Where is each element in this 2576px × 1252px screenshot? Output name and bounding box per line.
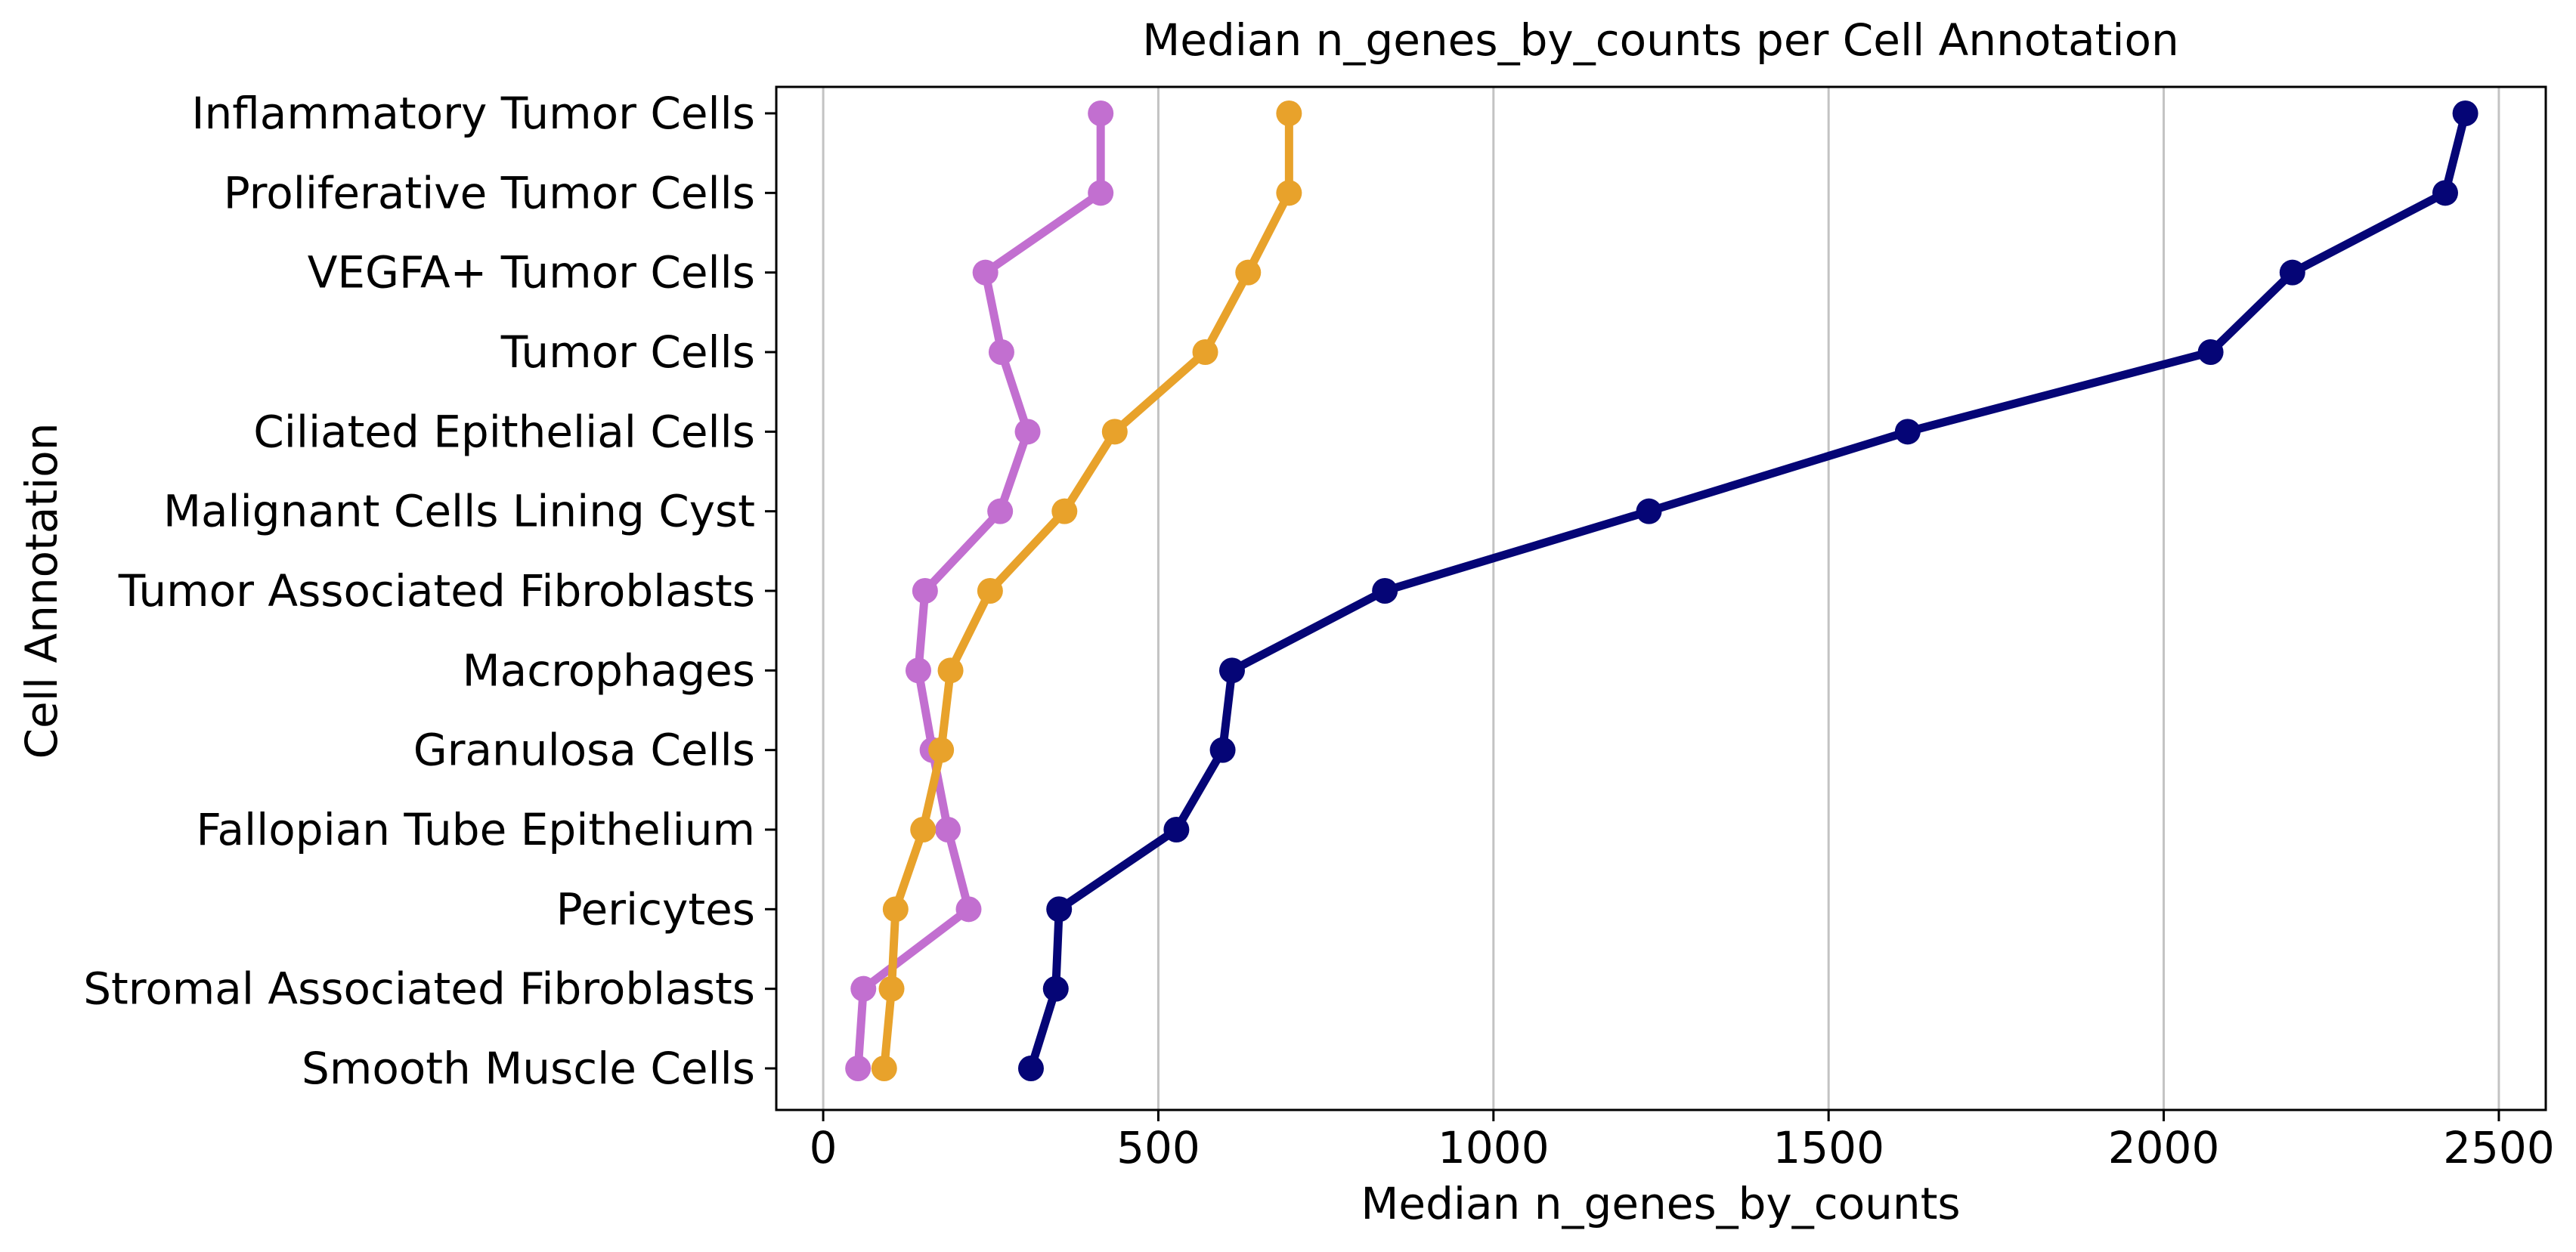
y-tick-label: Tumor Associated Fibroblasts [118, 565, 755, 617]
data-point [977, 578, 1003, 604]
data-point [1372, 578, 1398, 604]
data-point [1163, 817, 1190, 842]
series-line [1026, 109, 2470, 1073]
x-ticks: 0 500 1000 1500 2000 2500 [810, 1110, 2555, 1173]
gridlines [822, 87, 2500, 1110]
data-point [845, 1056, 872, 1081]
y-tick-label: Pericytes [556, 883, 755, 935]
data-point [2452, 100, 2478, 126]
chart-title: Median n_genes_by_counts per Cell Annota… [1142, 14, 2178, 66]
y-tick-label: VEGFA+ Tumor Cells [308, 247, 755, 298]
data-point [988, 339, 1014, 365]
data-point [955, 896, 982, 923]
data-point [878, 975, 905, 1002]
y-tick-label: Stromal Associated Fibroblasts [83, 963, 755, 1015]
series-layer [845, 100, 2478, 1081]
data-point [987, 498, 1014, 524]
data-point [1014, 419, 1041, 445]
data-point [1088, 100, 1114, 126]
data-point [1088, 180, 1114, 206]
y-tick-label: Proliferative Tumor Cells [224, 167, 755, 218]
data-point [1051, 498, 1078, 524]
data-point [1192, 339, 1218, 365]
data-point [1046, 896, 1073, 923]
data-point [935, 817, 961, 842]
data-point [1218, 657, 1245, 684]
plot-frame [775, 85, 2547, 1111]
data-point [972, 259, 999, 286]
data-point [1276, 180, 1302, 206]
data-point [937, 657, 964, 684]
data-point [1235, 259, 1262, 286]
data-point [2432, 180, 2458, 206]
series-1 [845, 100, 1114, 1081]
data-point [2279, 259, 2305, 286]
x-axis-label: Median n_genes_by_counts [1361, 1178, 1960, 1229]
data-point [1276, 100, 1302, 126]
data-point [2197, 339, 2224, 365]
y-axis-label: Cell Annotation [16, 423, 67, 759]
x-tick-label: 2500 [2443, 1122, 2555, 1173]
x-tick-label: 1500 [1773, 1122, 1884, 1173]
y-tick-label: Tumor Cells [500, 326, 755, 378]
data-point [1042, 975, 1069, 1002]
data-point [928, 737, 955, 763]
series-3 [1017, 100, 2478, 1081]
x-tick-label: 2000 [2108, 1122, 2220, 1173]
data-point [910, 817, 937, 842]
x-tick-label: 500 [1116, 1122, 1200, 1173]
y-tick-label: Malignant Cells Lining Cyst [163, 486, 755, 537]
data-point [1636, 498, 1662, 524]
x-tick-label: 0 [810, 1122, 838, 1173]
data-point [1101, 419, 1128, 445]
data-point [1209, 737, 1236, 763]
y-tick-label: Inflammatory Tumor Cells [191, 88, 755, 139]
data-point [871, 1056, 897, 1081]
data-point [1894, 419, 1921, 445]
data-point [882, 896, 909, 923]
data-point [1017, 1056, 1044, 1081]
y-tick-label: Fallopian Tube Epithelium [196, 804, 755, 855]
x-tick-label: 1000 [1438, 1122, 1550, 1173]
y-tick-label: Macrophages [463, 645, 755, 696]
y-ticks: Inflammatory Tumor Cells Proliferative Tu… [83, 88, 776, 1094]
y-tick-label: Ciliated Epithelial Cells [253, 406, 755, 457]
data-point [912, 578, 938, 604]
y-tick-label: Granulosa Cells [413, 725, 755, 776]
y-tick-label: Smooth Muscle Cells [302, 1043, 755, 1094]
series-2 [871, 100, 1302, 1081]
data-point [905, 657, 931, 684]
data-point [850, 975, 877, 1002]
